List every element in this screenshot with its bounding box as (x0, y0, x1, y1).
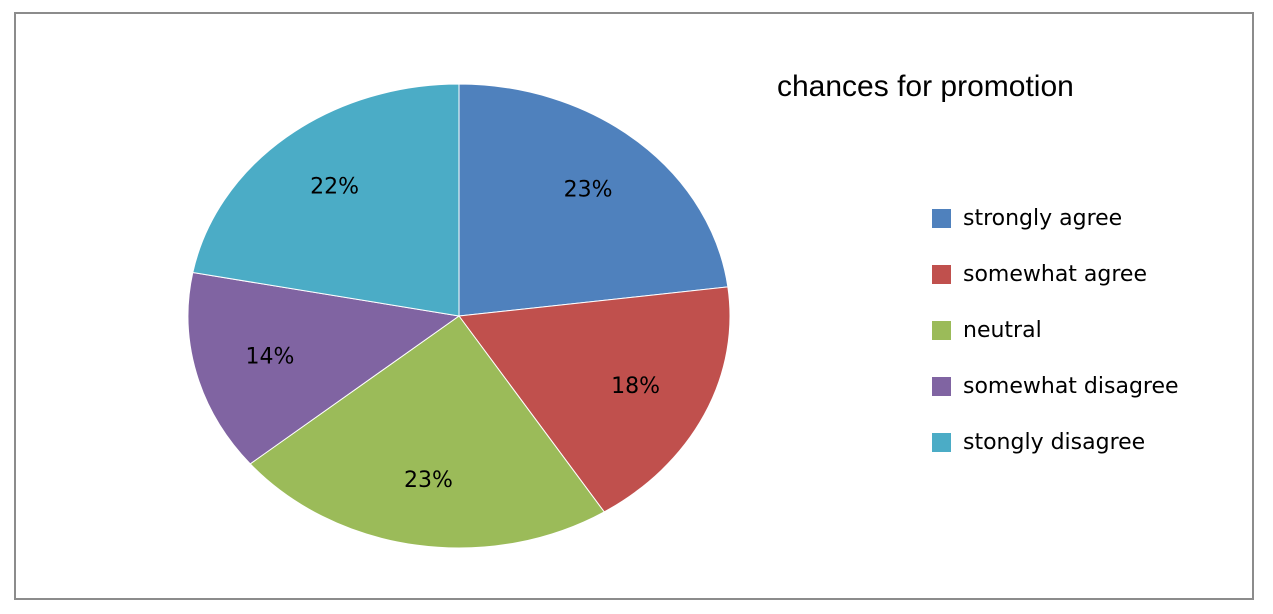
data-label-somewhat-agree: 18% (611, 374, 660, 399)
data-label-neutral: 23% (404, 468, 453, 493)
pie-slices (187, 83, 731, 549)
pie-slice-neutral (249, 315, 605, 549)
legend-item-stongly-disagree: stongly disagree (932, 414, 1179, 470)
pie-slice-somewhat-agree (458, 286, 731, 513)
legend-item-strongly-agree: strongly agree (932, 190, 1179, 246)
legend-label: somewhat agree (963, 261, 1148, 287)
data-label-somewhat-disagree: 14% (246, 345, 295, 370)
legend-label: strongly agree (963, 205, 1123, 231)
data-label-stongly-disagree: 22% (310, 174, 359, 199)
legend-swatch (932, 264, 951, 284)
legend-swatch (932, 320, 951, 340)
legend-label: neutral (963, 317, 1042, 343)
legend-swatch (932, 208, 951, 228)
data-label-strongly-agree: 23% (564, 178, 613, 203)
legend-label: somewhat disagree (963, 373, 1179, 399)
legend-item-somewhat-agree: somewhat agree (932, 246, 1179, 302)
pie-slice-stongly-disagree (192, 83, 460, 317)
pie-data-labels: 23% 18% 23% 14% 22% (246, 174, 660, 493)
legend-label: stongly disagree (963, 429, 1146, 455)
legend-item-neutral: neutral (932, 302, 1179, 358)
legend: strongly agree somewhat agree neutral so… (932, 190, 1179, 470)
pie-slice-somewhat-disagree (187, 271, 461, 465)
legend-swatch (932, 432, 951, 452)
legend-item-somewhat-disagree: somewhat disagree (932, 358, 1179, 414)
legend-swatch (932, 376, 951, 396)
pie-slice-strongly-agree (458, 83, 729, 317)
chart-title: chances for promotion (777, 70, 1074, 103)
